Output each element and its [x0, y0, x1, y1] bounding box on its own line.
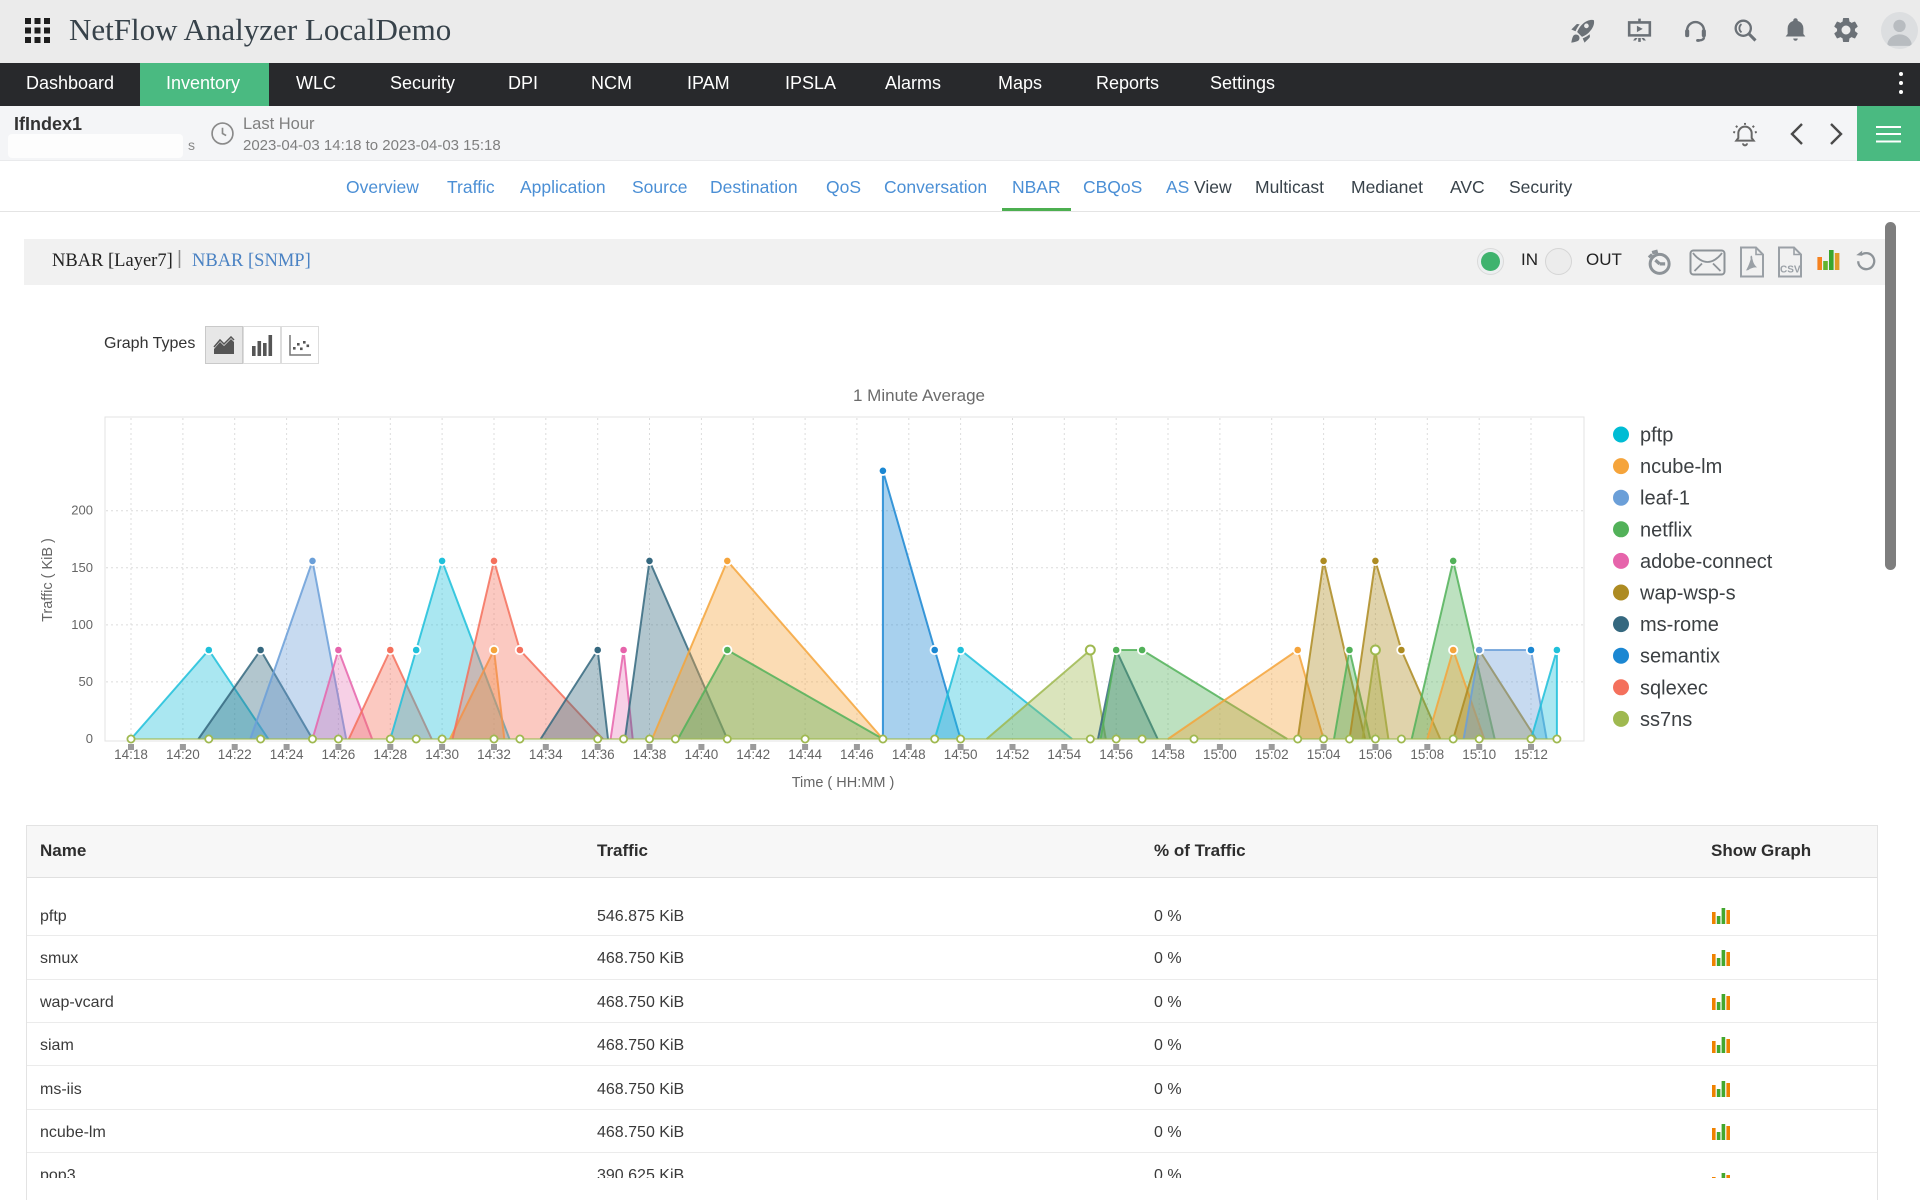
- svg-text:Time ( HH:MM ): Time ( HH:MM ): [792, 775, 895, 791]
- svg-text:14:58: 14:58: [1151, 747, 1185, 762]
- svg-text:14:22: 14:22: [218, 747, 252, 762]
- svg-text:ss7ns: ss7ns: [1640, 709, 1692, 731]
- svg-text:semantix: semantix: [1640, 646, 1720, 668]
- svg-text:0: 0: [86, 731, 93, 746]
- svg-text:15:12: 15:12: [1514, 747, 1548, 762]
- svg-text:14:20: 14:20: [166, 747, 200, 762]
- svg-text:14:28: 14:28: [373, 747, 407, 762]
- svg-text:pftp: pftp: [1640, 425, 1673, 447]
- svg-text:adobe-connect: adobe-connect: [1640, 551, 1773, 573]
- svg-text:15:02: 15:02: [1255, 747, 1289, 762]
- svg-text:15:04: 15:04: [1307, 747, 1341, 762]
- svg-text:ncube-lm: ncube-lm: [1640, 456, 1722, 478]
- svg-text:14:50: 14:50: [944, 747, 978, 762]
- svg-text:1 Minute Average: 1 Minute Average: [853, 386, 985, 405]
- svg-text:150: 150: [71, 560, 93, 575]
- svg-text:14:38: 14:38: [633, 747, 667, 762]
- svg-text:15:06: 15:06: [1359, 747, 1393, 762]
- svg-text:netflix: netflix: [1640, 519, 1692, 541]
- svg-text:14:56: 14:56: [1099, 747, 1133, 762]
- svg-text:14:42: 14:42: [736, 747, 770, 762]
- svg-text:Traffic ( KiB ): Traffic ( KiB ): [40, 538, 56, 622]
- svg-text:14:34: 14:34: [529, 747, 563, 762]
- svg-text:14:18: 14:18: [114, 747, 148, 762]
- svg-text:CSV: CSV: [1780, 265, 1801, 276]
- svg-text:50: 50: [79, 674, 93, 689]
- svg-text:14:40: 14:40: [685, 747, 719, 762]
- svg-text:14:48: 14:48: [892, 747, 926, 762]
- svg-text:14:46: 14:46: [840, 747, 874, 762]
- svg-text:sqlexec: sqlexec: [1640, 677, 1708, 699]
- svg-text:14:32: 14:32: [477, 747, 511, 762]
- svg-text:14:54: 14:54: [1047, 747, 1081, 762]
- svg-text:15:00: 15:00: [1203, 747, 1237, 762]
- svg-text:ms-rome: ms-rome: [1640, 614, 1719, 636]
- svg-text:14:30: 14:30: [425, 747, 459, 762]
- svg-text:14:26: 14:26: [322, 747, 356, 762]
- svg-text:15:10: 15:10: [1462, 747, 1496, 762]
- svg-text:200: 200: [71, 503, 93, 518]
- svg-text:14:24: 14:24: [270, 747, 304, 762]
- svg-text:15:08: 15:08: [1410, 747, 1444, 762]
- svg-text:leaf-1: leaf-1: [1640, 488, 1690, 510]
- svg-text:14:44: 14:44: [788, 747, 822, 762]
- svg-text:wap-wsp-s: wap-wsp-s: [1639, 583, 1736, 605]
- svg-text:14:36: 14:36: [581, 747, 615, 762]
- svg-text:100: 100: [71, 617, 93, 632]
- svg-text:14:52: 14:52: [996, 747, 1030, 762]
